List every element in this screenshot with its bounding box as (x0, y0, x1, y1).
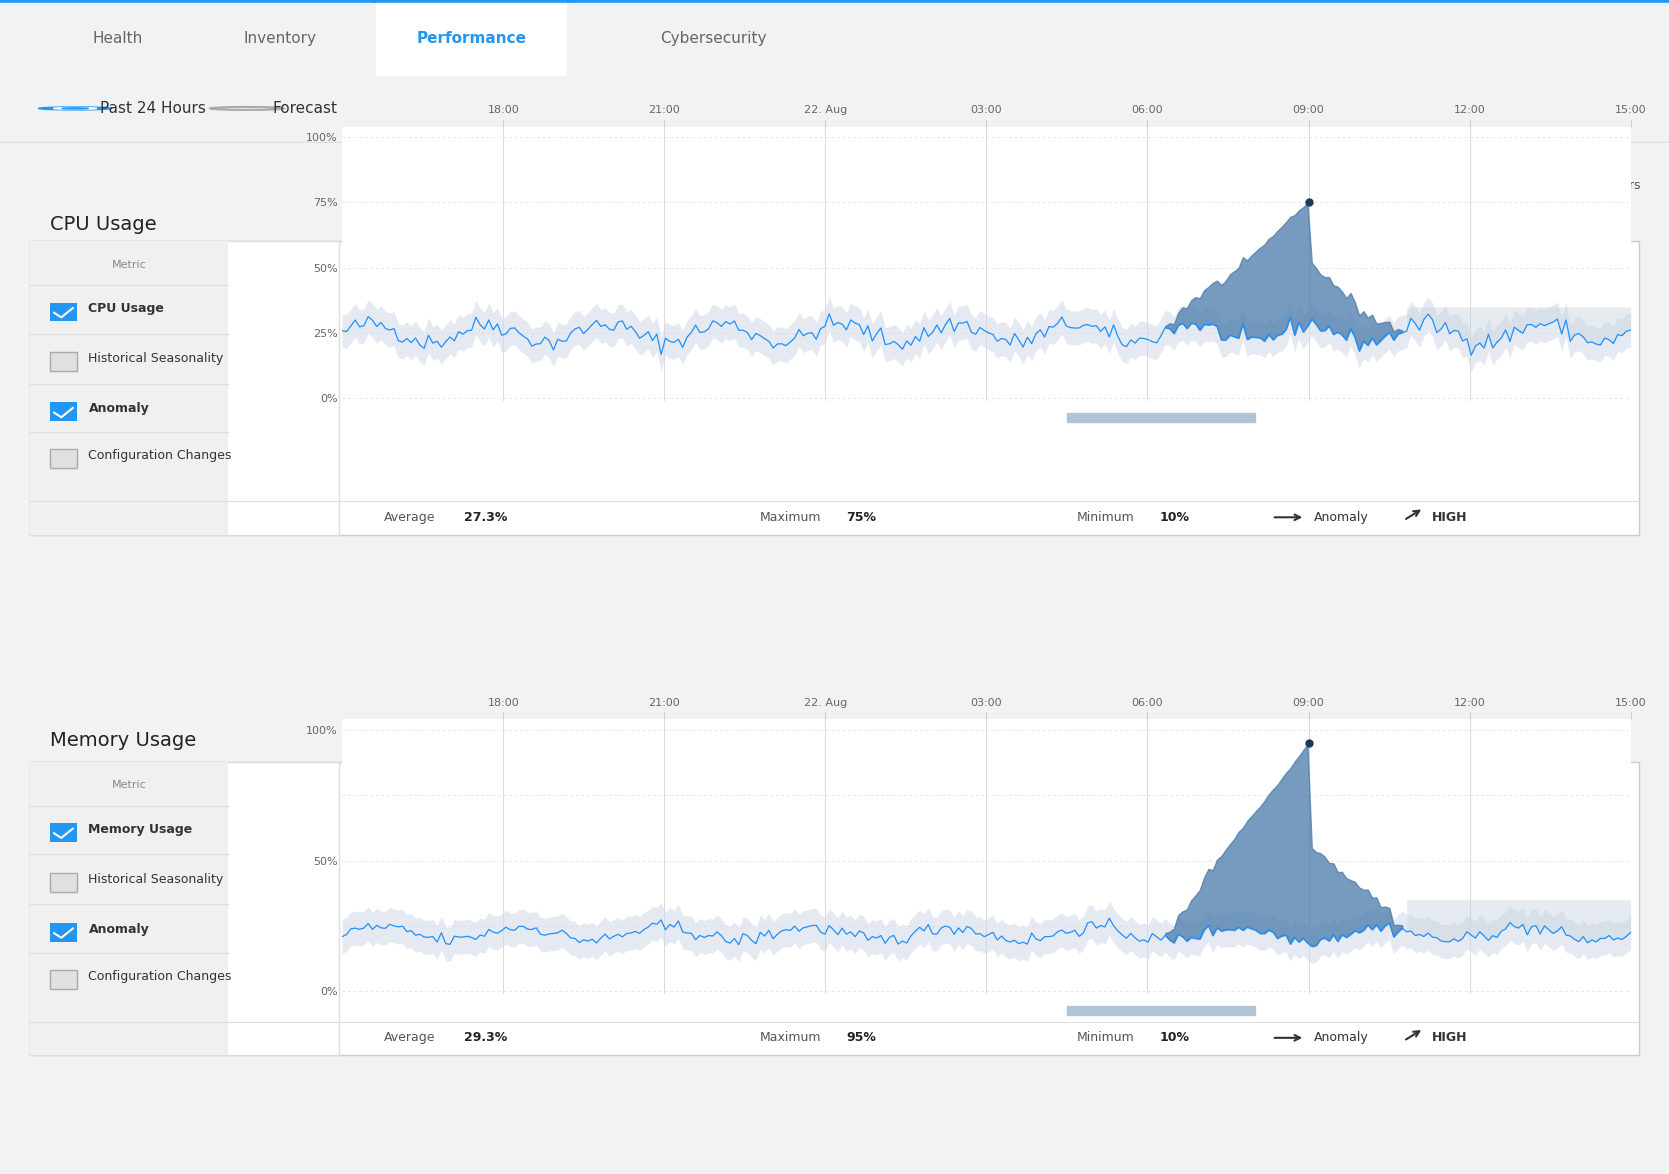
Text: MEMORY DETAILS: MEMORY DETAILS (1495, 730, 1619, 744)
Text: Average: Average (384, 1031, 436, 1045)
FancyBboxPatch shape (50, 823, 77, 842)
FancyBboxPatch shape (50, 873, 77, 891)
Text: 10%: 10% (1160, 1031, 1190, 1045)
Text: Memory Usage: Memory Usage (50, 730, 197, 750)
Text: HIGH: HIGH (1432, 511, 1467, 524)
FancyBboxPatch shape (30, 762, 1639, 1055)
Bar (1066, 1006, 1255, 1014)
Text: Forecast: Forecast (272, 101, 337, 116)
FancyBboxPatch shape (50, 403, 77, 421)
FancyBboxPatch shape (50, 970, 77, 989)
Text: Cybersecurity: Cybersecurity (661, 31, 766, 46)
FancyBboxPatch shape (30, 241, 227, 535)
Text: CPU Usage: CPU Usage (88, 302, 164, 315)
Text: Configuration Changes: Configuration Changes (88, 970, 232, 983)
FancyBboxPatch shape (50, 923, 77, 942)
Text: 29.3%: 29.3% (464, 1031, 507, 1045)
Text: Past 24 Hours: Past 24 Hours (100, 101, 205, 116)
Text: Historical Seasonality: Historical Seasonality (88, 872, 224, 885)
Text: Maximum: Maximum (759, 511, 821, 524)
Text: Configuration Changes: Configuration Changes (88, 450, 232, 463)
FancyBboxPatch shape (30, 762, 339, 1055)
Text: Historical Seasonality: Historical Seasonality (88, 352, 224, 365)
FancyBboxPatch shape (30, 241, 1639, 535)
FancyBboxPatch shape (30, 762, 227, 1055)
Text: Anomaly: Anomaly (88, 403, 149, 416)
Text: Memory Usage: Memory Usage (88, 823, 192, 836)
Text: 10%: 10% (1160, 511, 1190, 524)
Text: Maximum: Maximum (759, 1031, 821, 1045)
Text: Anomaly: Anomaly (1314, 511, 1369, 524)
Text: HIGH: HIGH (1432, 1031, 1467, 1045)
Text: Inventory: Inventory (244, 31, 315, 46)
Text: Minimum: Minimum (1077, 1031, 1135, 1045)
FancyBboxPatch shape (50, 303, 77, 321)
Text: 95%: 95% (846, 1031, 876, 1045)
FancyBboxPatch shape (376, 0, 567, 76)
Text: Anomaly: Anomaly (1314, 1031, 1369, 1045)
Text: CPU Usage: CPU Usage (50, 215, 157, 235)
Text: Average: Average (384, 511, 436, 524)
Circle shape (53, 108, 97, 109)
Text: Metric: Metric (112, 781, 147, 790)
FancyBboxPatch shape (50, 352, 77, 371)
Text: Minimum: Minimum (1077, 511, 1135, 524)
Text: Performance: Performance (417, 31, 526, 46)
Text: Health: Health (92, 31, 144, 46)
Circle shape (38, 107, 112, 110)
Text: PROCESSOR DETAILS: PROCESSOR DETAILS (1472, 215, 1619, 229)
Bar (1066, 413, 1255, 421)
Text: Viewing data from the last 24 hours: Viewing data from the last 24 hours (1415, 180, 1641, 193)
FancyBboxPatch shape (30, 241, 339, 535)
Text: 27.3%: 27.3% (464, 511, 507, 524)
Text: Anomaly: Anomaly (88, 923, 149, 936)
Text: 75%: 75% (846, 511, 876, 524)
FancyBboxPatch shape (50, 450, 77, 468)
Text: Metric: Metric (112, 259, 147, 270)
